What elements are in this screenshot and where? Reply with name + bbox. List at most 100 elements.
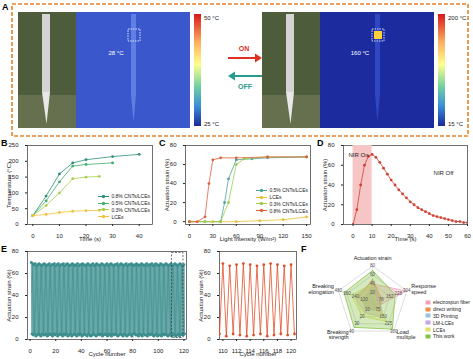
svg-text:Actuation strain (%): Actuation strain (%) (322, 159, 328, 211)
svg-text:100: 100 (153, 348, 164, 354)
svg-text:40: 40 (349, 328, 355, 333)
svg-text:Light intensity (W/m²): Light intensity (W/m²) (220, 236, 277, 242)
svg-text:110: 110 (218, 348, 228, 354)
svg-text:15 °C: 15 °C (448, 121, 464, 127)
svg-text:0: 0 (31, 233, 35, 239)
svg-text:360: 360 (343, 291, 351, 296)
svg-text:480: 480 (335, 288, 343, 293)
svg-text:Cycle number: Cycle number (88, 351, 125, 357)
svg-text:20: 20 (170, 200, 177, 206)
svg-text:28 °C: 28 °C (108, 50, 124, 56)
svg-text:25 °C: 25 °C (204, 121, 220, 127)
svg-text:0: 0 (188, 233, 192, 239)
svg-text:120: 120 (286, 348, 297, 354)
svg-text:228: 228 (395, 291, 403, 296)
svg-text:Temperature (°C): Temperature (°C) (6, 162, 12, 208)
svg-text:ON: ON (239, 45, 250, 52)
svg-text:Time (s): Time (s) (395, 236, 417, 242)
html-text:0.8% CNTs/LCEs: 0.8% CNTs/LCEs (111, 193, 150, 200)
svg-text:40: 40 (78, 348, 85, 354)
svg-text:40: 40 (370, 281, 376, 286)
svg-text:0: 0 (331, 221, 335, 227)
html-text:C: C (159, 138, 166, 148)
svg-text:80: 80 (370, 263, 376, 268)
svg-text:20: 20 (328, 202, 335, 208)
svg-text:120: 120 (360, 297, 368, 302)
html-text:0.8% CNTs/LCEs: 0.8% CNTs/LCEs (269, 207, 308, 214)
svg-text:0: 0 (28, 348, 32, 354)
svg-text:NIR On: NIR On (349, 152, 369, 158)
svg-text:200 °C: 200 °C (448, 15, 467, 21)
svg-text:60: 60 (204, 270, 211, 276)
html-text:0.5% CNTs/LCEs: 0.5% CNTs/LCEs (269, 187, 308, 194)
svg-text:40: 40 (170, 180, 177, 186)
svg-text:40: 40 (426, 233, 433, 239)
svg-text:0: 0 (173, 219, 177, 225)
svg-text:0: 0 (15, 221, 19, 227)
html-text:LCEs: LCEs (111, 213, 124, 220)
svg-text:80: 80 (328, 142, 335, 148)
svg-text:20: 20 (204, 314, 211, 320)
html-text:B: B (1, 138, 8, 148)
svg-text:80: 80 (12, 248, 19, 254)
svg-text:225: 225 (385, 321, 393, 326)
svg-text:20: 20 (52, 348, 59, 354)
svg-text:10: 10 (56, 233, 63, 239)
svg-text:40: 40 (136, 233, 143, 239)
html-text:0.3% CNTs/LCEs: 0.3% CNTs/LCEs (111, 206, 150, 213)
svg-text:10: 10 (365, 307, 371, 312)
svg-text:Actuation strain (%): Actuation strain (%) (6, 269, 12, 321)
html-text:0.3% CNTs/LCEs: 0.3% CNTs/LCEs (269, 200, 308, 207)
svg-text:150: 150 (379, 314, 387, 319)
svg-text:20: 20 (12, 314, 19, 320)
svg-text:Breakingelongation: Breakingelongation (308, 283, 333, 295)
svg-text:100: 100 (8, 189, 19, 196)
svg-text:20: 20 (387, 232, 395, 239)
svg-text:20: 20 (359, 314, 365, 319)
svg-text:120: 120 (278, 233, 289, 239)
svg-text:10: 10 (369, 233, 376, 239)
html-text:A: A (2, 2, 9, 12)
svg-text:Actuation strain (%): Actuation strain (%) (164, 159, 170, 211)
svg-text:30: 30 (354, 321, 360, 326)
svg-text:80: 80 (170, 142, 177, 148)
svg-text:150: 150 (302, 233, 313, 239)
svg-text:40: 40 (204, 292, 211, 298)
svg-text:Responsespeed: Responsespeed (411, 283, 436, 295)
svg-text:240: 240 (352, 294, 360, 299)
svg-text:40: 40 (12, 292, 19, 298)
svg-text:Breakingstrength: Breakingstrength (327, 329, 349, 341)
svg-text:Actuation strain (%): Actuation strain (%) (198, 269, 204, 321)
svg-text:Cycle number: Cycle number (239, 351, 276, 357)
svg-text:250: 250 (8, 142, 19, 148)
svg-text:0: 0 (15, 336, 19, 342)
svg-text:Loadmulitple: Loadmulitple (397, 329, 416, 341)
svg-text:76: 76 (379, 297, 385, 302)
svg-text:160 °C: 160 °C (351, 50, 370, 56)
svg-text:60: 60 (464, 233, 471, 239)
svg-text:50 °C: 50 °C (204, 15, 220, 21)
svg-text:40: 40 (328, 182, 335, 188)
svg-text:30: 30 (109, 233, 116, 239)
svg-text:75: 75 (375, 307, 381, 312)
svg-text:50: 50 (12, 206, 19, 212)
svg-text:60: 60 (328, 162, 335, 168)
svg-text:NIR Off: NIR Off (434, 170, 454, 176)
svg-text:30: 30 (210, 233, 217, 239)
svg-text:0: 0 (207, 336, 211, 342)
svg-text:304: 304 (403, 288, 411, 293)
svg-text:152: 152 (386, 294, 394, 299)
svg-text:200: 200 (8, 158, 19, 165)
svg-text:OFF: OFF (238, 83, 253, 90)
svg-text:50: 50 (445, 233, 452, 239)
svg-text:Time (s): Time (s) (79, 236, 101, 242)
svg-text:60: 60 (170, 161, 177, 167)
svg-text:80: 80 (129, 348, 136, 354)
svg-text:0: 0 (351, 233, 355, 239)
svg-text:80: 80 (204, 248, 211, 254)
svg-text:20: 20 (370, 290, 376, 295)
svg-text:Actuation strain: Actuation strain (354, 255, 392, 261)
svg-text:120: 120 (179, 348, 190, 354)
svg-text:60: 60 (370, 272, 376, 277)
svg-text:60: 60 (12, 270, 19, 276)
